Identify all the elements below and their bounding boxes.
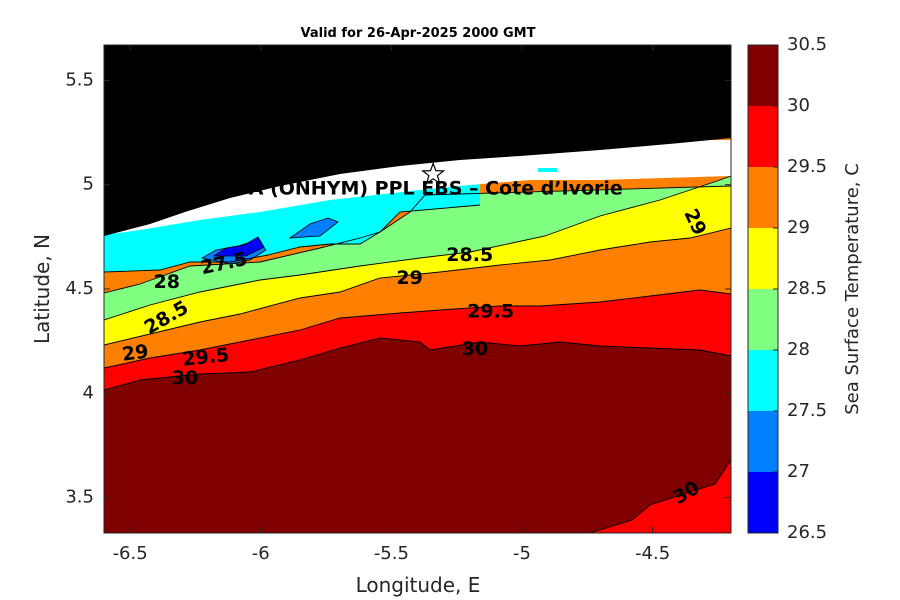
contour-label: 28.5 [446,244,493,266]
colorbar: 26.5 27 27.5 28 28.5 29 29.5 30 30.5 [747,34,827,543]
x-tick-label: -5 [513,543,531,564]
x-tick-label: -6.5 [113,543,148,564]
sst-band-28.5-29 [104,176,731,345]
contour-label: 29 [121,340,150,365]
contour-label: 29.5 [467,300,514,322]
chart-title: Valid for 26-Apr-2025 2000 GMT [301,26,536,41]
sst-band-27-27.5 [288,217,339,239]
colorbar-tick-label: 28 [787,339,810,360]
colorbar-segment [748,167,778,228]
contour-label: 30 [462,338,488,360]
contour-line [104,337,731,391]
colorbar-segment [748,45,778,106]
contour-line [104,204,481,273]
site-annotation: A (ONHYM) PPL EBS – Cote d’Ivorie [249,177,623,199]
colorbar-tick-label: 30.5 [787,34,827,55]
sst-band-29-29.5 [104,228,731,368]
sst-nearshore-cell [538,168,557,172]
contour-line [104,185,731,294]
y-tick-label: 5.5 [65,69,94,90]
x-tick-label: -6 [252,543,270,564]
colorbar-segment [748,106,778,167]
colorbar-tick-label: 28.5 [787,278,827,299]
contour-label: 28 [153,271,179,293]
sst-band-26.5-27 [212,236,265,257]
sst-band-30-30.5 [104,338,731,533]
contour-label: 29.5 [181,344,230,371]
colorbar-tick-label: 30 [787,95,810,116]
colorbar-segment [748,289,778,350]
colorbar-segment [748,411,778,472]
colorbar-tick-label: 29.5 [787,156,827,177]
colorbar-segment [748,350,778,411]
x-axis-label: Longitude, E [356,573,481,597]
site-star-marker [421,161,446,185]
y-tick-label: 4 [83,382,94,403]
contour-line [104,227,731,346]
contour-label: 30 [172,367,198,389]
y-axis: 3.5 4 4.5 5 5.5 [65,69,731,508]
colorbar-tick-label: 26.5 [787,522,827,543]
colorbar-label: Sea Surface Temperature, C [842,163,863,415]
y-axis-label: Latitude, N [30,234,54,344]
sst-band-28-28.5 [104,176,731,320]
land-mask [104,45,731,236]
contour-line [104,289,731,369]
contour-label: 29 [396,267,422,289]
sst-band-29.5-30-southeast [104,459,731,533]
y-tick-label: 5 [83,174,94,195]
x-axis: -6.5 -6 -5.5 -5 -4.5 [113,45,670,564]
y-tick-label: 3.5 [65,487,94,508]
contour-line [104,175,731,321]
colorbar-segment [748,472,778,533]
sst-band-29.5-30 [104,290,731,390]
colorbar-segment [748,228,778,289]
x-tick-label: -5.5 [374,543,409,564]
y-tick-label: 4.5 [65,278,94,299]
colorbar-tick-label: 27.5 [787,400,827,421]
x-tick-label: -4.5 [635,543,670,564]
colorbar-tick-label: 27 [787,461,810,482]
colorbar-tick-label: 29 [787,217,810,238]
